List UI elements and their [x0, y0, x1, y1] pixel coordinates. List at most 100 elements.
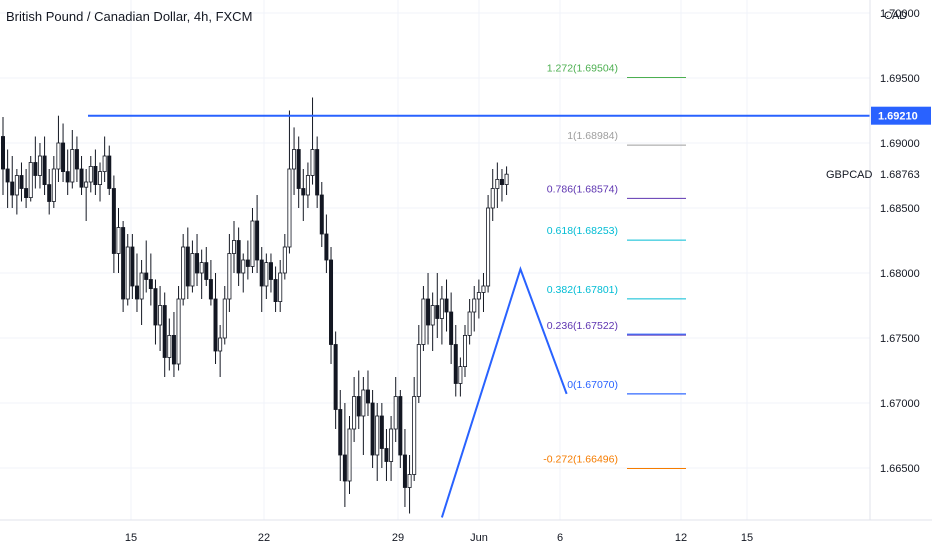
- candle[interactable]: [125, 234, 130, 306]
- candle[interactable]: [61, 123, 66, 183]
- candle[interactable]: [301, 169, 306, 221]
- candle[interactable]: [472, 286, 477, 332]
- candle[interactable]: [356, 370, 361, 430]
- candle[interactable]: [181, 234, 186, 306]
- fib-level[interactable]: 1(1.68984): [567, 130, 686, 146]
- candle[interactable]: [347, 416, 352, 494]
- candle[interactable]: [19, 162, 24, 202]
- candle[interactable]: [107, 145, 112, 195]
- candle[interactable]: [227, 234, 232, 312]
- candle[interactable]: [24, 169, 29, 208]
- candle[interactable]: [444, 279, 449, 332]
- candle[interactable]: [213, 273, 218, 364]
- candle[interactable]: [102, 136, 107, 183]
- candle[interactable]: [134, 253, 139, 313]
- candle[interactable]: [329, 247, 334, 364]
- candle[interactable]: [153, 279, 158, 345]
- candle[interactable]: [439, 286, 444, 345]
- candle[interactable]: [74, 136, 79, 183]
- fib-level[interactable]: -0.272(1.66496): [543, 454, 686, 470]
- candle[interactable]: [338, 390, 343, 481]
- candle[interactable]: [421, 286, 426, 351]
- fibonacci-extension[interactable]: 1.618(1.70180)1.272(1.69504)1(1.68984)0.…: [543, 0, 686, 470]
- candle[interactable]: [250, 208, 255, 273]
- fib-level[interactable]: 0.618(1.68253): [547, 225, 686, 241]
- candle[interactable]: [319, 182, 324, 247]
- candle[interactable]: [278, 260, 283, 312]
- candle[interactable]: [361, 377, 366, 455]
- candle[interactable]: [116, 208, 121, 273]
- candle[interactable]: [167, 318, 172, 371]
- candle[interactable]: [453, 325, 458, 397]
- candle[interactable]: [375, 403, 380, 481]
- candle[interactable]: [70, 130, 75, 189]
- candle[interactable]: [5, 149, 10, 209]
- horizontal-line[interactable]: 1.69210: [88, 106, 931, 125]
- candle[interactable]: [310, 97, 315, 185]
- candle[interactable]: [218, 325, 223, 377]
- candle[interactable]: [28, 156, 33, 202]
- candle[interactable]: [144, 240, 149, 293]
- candle[interactable]: [292, 127, 297, 195]
- candle[interactable]: [462, 325, 467, 377]
- candle[interactable]: [259, 247, 264, 312]
- candle[interactable]: [93, 149, 98, 196]
- fib-level[interactable]: 0.382(1.67801): [547, 284, 686, 300]
- candles[interactable]: [0, 97, 509, 514]
- pattern-line[interactable]: [440, 266, 568, 518]
- candle[interactable]: [176, 286, 181, 371]
- candle[interactable]: [426, 273, 431, 345]
- candle[interactable]: [499, 169, 504, 202]
- candle[interactable]: [504, 166, 509, 195]
- candle[interactable]: [37, 143, 42, 189]
- candle[interactable]: [111, 175, 116, 274]
- candle[interactable]: [162, 292, 167, 378]
- candle[interactable]: [315, 136, 320, 209]
- candle[interactable]: [171, 312, 176, 377]
- candle[interactable]: [195, 234, 200, 286]
- candle[interactable]: [10, 156, 15, 208]
- candle[interactable]: [222, 286, 227, 345]
- candle[interactable]: [264, 253, 269, 300]
- candle[interactable]: [282, 234, 287, 280]
- candle[interactable]: [398, 390, 403, 468]
- candle[interactable]: [14, 169, 19, 215]
- candle[interactable]: [342, 403, 347, 507]
- candle[interactable]: [486, 195, 491, 293]
- candle[interactable]: [65, 149, 70, 196]
- candle[interactable]: [412, 377, 417, 481]
- candle[interactable]: [333, 331, 338, 430]
- candle[interactable]: [490, 169, 495, 221]
- candle[interactable]: [130, 234, 135, 299]
- candle[interactable]: [365, 370, 370, 417]
- candle[interactable]: [190, 240, 195, 293]
- candle[interactable]: [33, 136, 38, 189]
- candle[interactable]: [56, 115, 61, 182]
- fib-level[interactable]: 0(1.67070): [567, 379, 686, 395]
- candle[interactable]: [379, 403, 384, 468]
- fib-level[interactable]: 0.236(1.67522): [547, 320, 686, 336]
- candle[interactable]: [42, 136, 47, 196]
- candle[interactable]: [389, 416, 394, 481]
- candle[interactable]: [185, 227, 190, 300]
- candle[interactable]: [296, 136, 301, 209]
- candle[interactable]: [352, 377, 357, 442]
- fib-level[interactable]: 1.272(1.69504): [547, 62, 686, 78]
- candle[interactable]: [481, 273, 486, 312]
- candle[interactable]: [324, 214, 329, 274]
- candle[interactable]: [273, 266, 278, 313]
- candle[interactable]: [393, 377, 398, 442]
- candle[interactable]: [241, 253, 246, 293]
- candle[interactable]: [98, 162, 103, 202]
- candle[interactable]: [204, 247, 209, 286]
- candle[interactable]: [231, 221, 236, 273]
- candle[interactable]: [158, 286, 163, 351]
- candle[interactable]: [245, 240, 250, 280]
- candle[interactable]: [51, 156, 56, 208]
- candle[interactable]: [199, 249, 204, 299]
- candle[interactable]: [495, 162, 500, 209]
- candle[interactable]: [467, 299, 472, 345]
- candle[interactable]: [476, 279, 481, 319]
- candle[interactable]: [449, 292, 454, 365]
